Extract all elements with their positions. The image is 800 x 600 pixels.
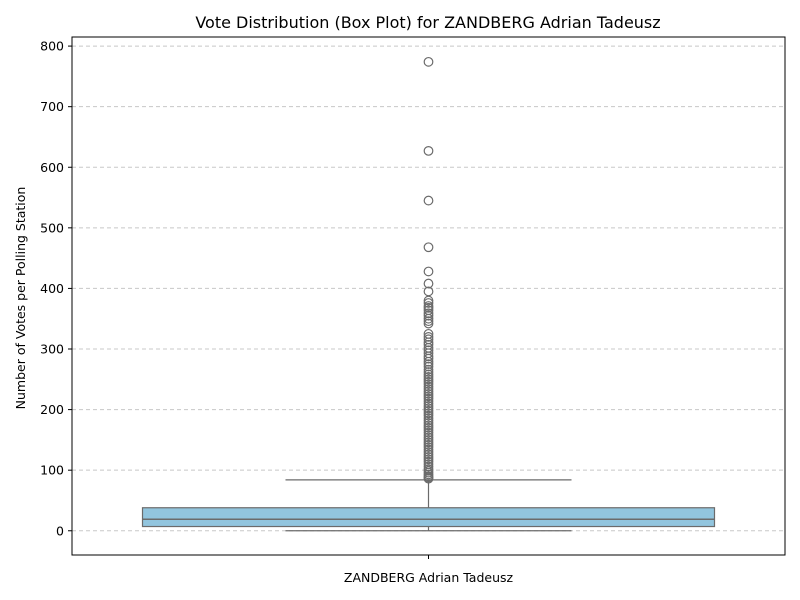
y-tick-label: 500 bbox=[40, 220, 64, 235]
outlier-point bbox=[423, 403, 434, 414]
outlier-point bbox=[423, 376, 434, 387]
outlier-point bbox=[423, 278, 434, 289]
outlier-point bbox=[423, 434, 434, 445]
outlier-point bbox=[423, 364, 434, 375]
outlier-point bbox=[423, 413, 434, 423]
outlier-point bbox=[423, 415, 434, 426]
outlier-point bbox=[423, 401, 434, 411]
outlier-point bbox=[423, 381, 434, 392]
outlier-point bbox=[423, 425, 434, 436]
y-tick-label: 0 bbox=[56, 523, 64, 538]
outlier-point bbox=[423, 266, 434, 277]
y-tick-label: 200 bbox=[40, 402, 64, 417]
outlier-point bbox=[423, 410, 434, 421]
outlier-point bbox=[423, 427, 434, 438]
outlier-point bbox=[423, 432, 434, 443]
outlier-point bbox=[423, 379, 434, 390]
outlier-point bbox=[423, 444, 434, 455]
outlier-point bbox=[423, 374, 434, 385]
outlier-point bbox=[423, 308, 434, 319]
outlier-point bbox=[423, 422, 434, 433]
outlier-point bbox=[423, 310, 434, 321]
outlier-point bbox=[423, 396, 434, 407]
outlier-point bbox=[423, 437, 434, 448]
plot-area bbox=[141, 56, 716, 532]
y-tick-label: 600 bbox=[40, 160, 64, 175]
y-tick-label: 700 bbox=[40, 99, 64, 114]
x-axis-ticks: ZANDBERG Adrian Tadeusz bbox=[344, 555, 514, 585]
outlier-point bbox=[423, 298, 434, 308]
x-axis-label: ZANDBERG Adrian Tadeusz bbox=[344, 570, 514, 585]
outlier-point bbox=[423, 316, 434, 327]
outlier-point bbox=[423, 56, 434, 67]
outlier-point bbox=[423, 439, 434, 450]
outlier-point bbox=[423, 461, 434, 472]
outlier-point bbox=[423, 356, 434, 367]
outlier-point bbox=[423, 430, 434, 440]
outlier-point bbox=[423, 353, 434, 364]
outlier-point bbox=[423, 388, 434, 399]
outlier-point bbox=[423, 302, 434, 313]
y-tick-label: 100 bbox=[40, 463, 64, 478]
y-tick-label: 300 bbox=[40, 342, 64, 357]
y-tick-label: 800 bbox=[40, 39, 64, 54]
outlier-point bbox=[423, 351, 434, 362]
outlier-point bbox=[423, 473, 434, 484]
outlier-point bbox=[423, 359, 434, 370]
outlier-point bbox=[423, 242, 434, 253]
outlier-point bbox=[423, 447, 434, 457]
outlier-point bbox=[423, 408, 434, 419]
outlier-point bbox=[423, 398, 434, 409]
outlier-point bbox=[423, 386, 434, 397]
outlier-point bbox=[423, 195, 434, 206]
outlier-point bbox=[423, 454, 434, 465]
outlier-point bbox=[423, 337, 434, 348]
outlier-point bbox=[423, 420, 434, 431]
outlier-point bbox=[423, 331, 434, 342]
outlier-point bbox=[423, 449, 434, 460]
outlier-point bbox=[423, 451, 434, 462]
outlier-point bbox=[423, 371, 434, 382]
y-axis-ticks: 0 100 200 300 400 500 600 700 800 bbox=[40, 39, 72, 538]
outlier-point bbox=[423, 361, 434, 372]
outlier-point bbox=[423, 367, 434, 377]
outlier-point bbox=[423, 442, 434, 453]
y-tick-label: 400 bbox=[40, 281, 64, 296]
y-axis-label: Number of Votes per Polling Station bbox=[13, 187, 28, 410]
outlier-point bbox=[423, 295, 434, 306]
outlier-point bbox=[423, 391, 434, 402]
outlier-point bbox=[423, 313, 434, 324]
outlier-point bbox=[423, 405, 434, 416]
chart-title: Vote Distribution (Box Plot) for ZANDBER… bbox=[195, 13, 660, 32]
outlier-point bbox=[423, 369, 434, 380]
box-iqr bbox=[141, 507, 716, 528]
outlier-point bbox=[423, 418, 434, 428]
outlier-point bbox=[423, 384, 434, 394]
outlier-point bbox=[423, 318, 434, 329]
outlier-point bbox=[423, 145, 434, 156]
outlier-point bbox=[423, 393, 434, 404]
